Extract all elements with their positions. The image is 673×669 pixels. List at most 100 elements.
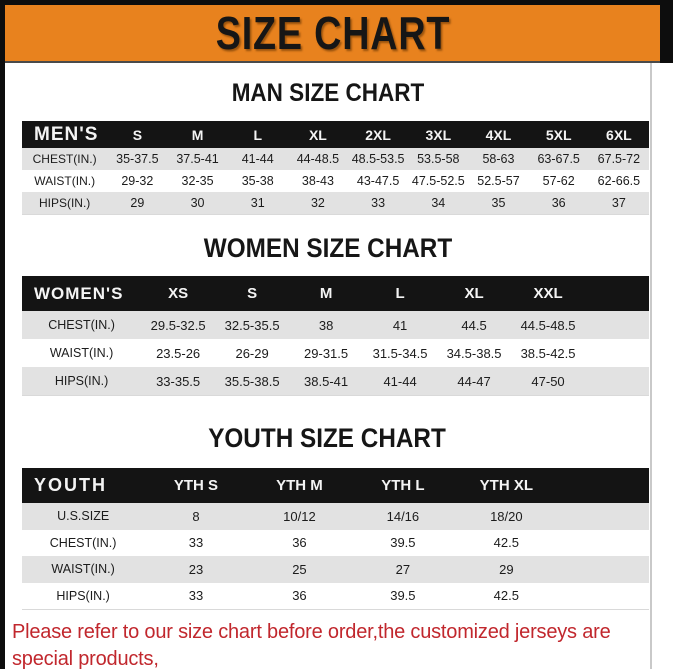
table-header-row: WOMEN'S XS S M L XL XXL	[22, 276, 649, 311]
data-cell: 44.5	[437, 311, 512, 339]
data-cell: 41-44	[227, 148, 288, 170]
row-label: CHEST(IN.)	[22, 529, 145, 556]
size-header-cell: YTH M	[247, 468, 352, 503]
row-label: WAIST(IN.)	[22, 556, 145, 583]
filler-cell	[558, 529, 649, 556]
size-header-cell: XL	[287, 121, 349, 148]
data-cell: 57-62	[528, 170, 589, 192]
header-filler-cell	[558, 468, 649, 503]
man-size-table: MEN'S S M L XL 2XL 3XL 4XL 5XL 6XL CHEST(IN.) 35-37…	[22, 121, 649, 215]
data-cell: 36	[247, 582, 352, 610]
row-label: CHEST(IN.)	[22, 311, 142, 339]
size-header-cell: L	[363, 276, 438, 311]
data-cell: 29-32	[107, 170, 168, 192]
data-cell: 27	[351, 556, 455, 583]
footer-line-1: Please refer to our size chart before or…	[12, 621, 611, 669]
data-cell: 48.5-53.5	[348, 148, 409, 170]
data-cell: 30	[167, 192, 228, 215]
data-cell: 44-48.5	[287, 148, 349, 170]
size-header-cell: 4XL	[468, 121, 529, 148]
data-cell: 38	[289, 311, 364, 339]
top-border	[0, 0, 673, 5]
data-cell: 14/16	[351, 503, 455, 530]
data-cell: 32-35	[167, 170, 228, 192]
data-cell: 29-31.5	[289, 339, 364, 367]
data-cell: 63-67.5	[528, 148, 589, 170]
row-label: WAIST(IN.)	[22, 339, 142, 367]
data-cell: 53.5-58	[408, 148, 469, 170]
data-cell: 32	[287, 192, 349, 215]
data-cell: 47.5-52.5	[408, 170, 469, 192]
youth-size-table: YOUTH YTH S YTH M YTH L YTH XL U.S.SIZE 8 10/12…	[22, 468, 649, 610]
filler-cell	[585, 339, 649, 367]
size-header-cell: L	[227, 121, 288, 148]
data-cell: 38.5-42.5	[511, 339, 586, 367]
data-cell: 18/20	[454, 503, 559, 530]
table-corner-label: YOUTH	[22, 468, 145, 503]
size-header-cell: XS	[141, 276, 216, 311]
table-row: U.S.SIZE 8 10/12 14/16 18/20	[22, 503, 649, 530]
data-cell: 35-37.5	[107, 148, 168, 170]
data-cell: 29.5-32.5	[141, 311, 216, 339]
table-row: HIPS(IN.) 33 36 39.5 42.5	[22, 582, 649, 610]
data-cell: 47-50	[511, 367, 586, 396]
data-cell: 23.5-26	[141, 339, 216, 367]
size-header-cell: 3XL	[408, 121, 469, 148]
row-label: HIPS(IN.)	[22, 367, 142, 396]
content-area: MAN SIZE CHART MEN'S S M L XL 2XL 3XL 4XL 5XL 6XL…	[5, 63, 650, 669]
data-cell: 42.5	[454, 529, 559, 556]
data-cell: 8	[144, 503, 248, 530]
data-cell: 26-29	[215, 339, 290, 367]
table-row: WAIST(IN.) 23 25 27 29	[22, 556, 649, 583]
man-size-chart-heading: MAN SIZE CHART	[231, 79, 424, 107]
data-cell: 67.5-72	[588, 148, 649, 170]
data-cell: 44-47	[437, 367, 512, 396]
size-header-cell: M	[289, 276, 364, 311]
header-filler-cell	[585, 276, 649, 311]
size-header-cell: XXL	[511, 276, 586, 311]
filler-cell	[558, 582, 649, 610]
row-label: HIPS(IN.)	[22, 192, 108, 215]
data-cell: 33	[144, 529, 248, 556]
table-corner-label: WOMEN'S	[22, 276, 142, 311]
table-header-row: MEN'S S M L XL 2XL 3XL 4XL 5XL 6XL	[22, 121, 649, 148]
data-cell: 35.5-38.5	[215, 367, 290, 396]
data-cell: 36	[528, 192, 589, 215]
filler-cell	[585, 311, 649, 339]
women-size-chart-heading: WOMEN SIZE CHART	[203, 233, 452, 263]
women-size-table: WOMEN'S XS S M L XL XXL CHEST(IN.) 29.5-32.5 32.5…	[22, 276, 649, 396]
data-cell: 25	[247, 556, 352, 583]
content-right-edge	[650, 63, 652, 669]
data-cell: 33-35.5	[141, 367, 216, 396]
table-row: HIPS(IN.) 33-35.5 35.5-38.5 38.5-41 41-44 44-…	[22, 367, 649, 396]
data-cell: 37	[588, 192, 649, 215]
data-cell: 29	[107, 192, 168, 215]
data-cell: 41-44	[363, 367, 438, 396]
table-row: WAIST(IN.) 29-32 32-35 35-38 38-43 43-47.5 47.…	[22, 170, 649, 192]
data-cell: 43-47.5	[348, 170, 409, 192]
filler-cell	[558, 503, 649, 530]
data-cell: 31.5-34.5	[363, 339, 438, 367]
data-cell: 35	[468, 192, 529, 215]
left-border	[0, 0, 5, 669]
data-cell: 38.5-41	[289, 367, 364, 396]
size-header-cell: S	[107, 121, 168, 148]
footer-notice: Please refer to our size chart before or…	[5, 619, 650, 669]
data-cell: 41	[363, 311, 438, 339]
table-corner-label: MEN'S	[22, 121, 108, 148]
size-header-cell: 5XL	[528, 121, 589, 148]
banner: SIZE CHART	[5, 5, 660, 63]
data-cell: 34.5-38.5	[437, 339, 512, 367]
table-row: HIPS(IN.) 29 30 31 32 33 34 35 36 37	[22, 192, 649, 215]
page-title: SIZE CHART	[215, 7, 450, 59]
filler-cell	[585, 367, 649, 396]
data-cell: 52.5-57	[468, 170, 529, 192]
row-label: HIPS(IN.)	[22, 582, 145, 610]
table-header-row: YOUTH YTH S YTH M YTH L YTH XL	[22, 468, 649, 503]
data-cell: 31	[227, 192, 288, 215]
data-cell: 23	[144, 556, 248, 583]
row-label: U.S.SIZE	[22, 503, 145, 530]
banner-right-corner	[660, 0, 673, 63]
data-cell: 33	[144, 582, 248, 610]
